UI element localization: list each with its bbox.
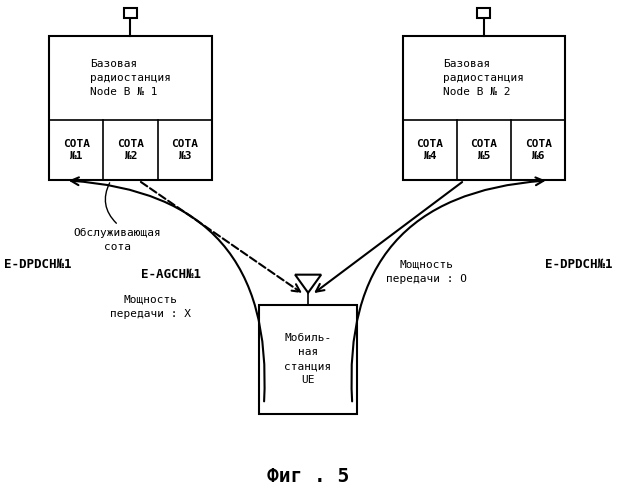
Text: СОТА
№6: СОТА №6 — [524, 140, 552, 161]
Text: СОТА
№5: СОТА №5 — [470, 140, 497, 161]
Text: СОТА
№2: СОТА №2 — [117, 140, 144, 161]
Bar — [402, 36, 565, 180]
Text: Обслуживающая
сота: Обслуживающая сота — [73, 228, 161, 252]
Text: Мобиль-
ная
станция
UE: Мобиль- ная станция UE — [284, 334, 332, 386]
Text: СОТА
№3: СОТА №3 — [172, 140, 198, 161]
Bar — [478, 8, 491, 18]
Text: E-AGCH№1: E-AGCH№1 — [141, 268, 201, 281]
Bar — [259, 304, 357, 414]
FancyArrowPatch shape — [141, 182, 300, 292]
Bar — [124, 8, 137, 18]
FancyArrowPatch shape — [352, 178, 544, 402]
FancyArrowPatch shape — [316, 182, 462, 292]
Text: Мощность
передачи : О: Мощность передачи : О — [386, 260, 468, 284]
FancyArrowPatch shape — [106, 183, 117, 223]
Text: Базовая
радиостанция
Node B № 2: Базовая радиостанция Node B № 2 — [444, 59, 524, 97]
Bar — [49, 36, 212, 180]
Text: СОТА
№1: СОТА №1 — [63, 140, 89, 161]
Text: Базовая
радиостанция
Node B № 1: Базовая радиостанция Node B № 1 — [90, 59, 171, 97]
Text: Мощность
передачи : X: Мощность передачи : X — [109, 294, 191, 319]
Polygon shape — [295, 274, 321, 293]
Text: Фиг . 5: Фиг . 5 — [267, 467, 349, 486]
Text: E-DPDCH№1: E-DPDCH№1 — [4, 258, 72, 272]
Text: СОТА
№4: СОТА №4 — [416, 140, 443, 161]
FancyArrowPatch shape — [71, 178, 265, 402]
Text: E-DPDCH№1: E-DPDCH№1 — [545, 258, 613, 272]
